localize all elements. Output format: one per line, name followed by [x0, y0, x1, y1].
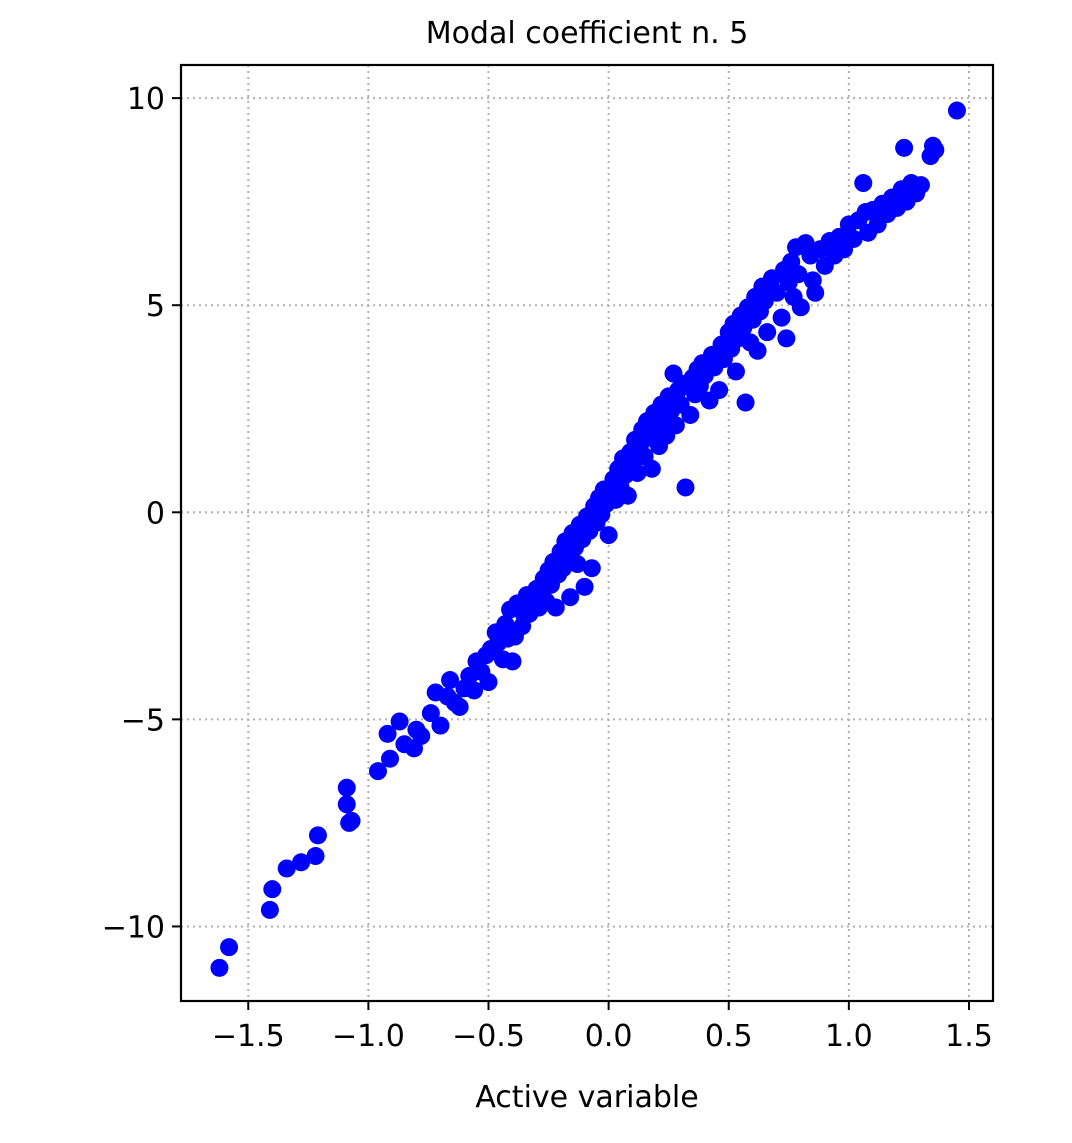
data-point: [736, 393, 755, 412]
data-point: [895, 138, 914, 157]
data-point: [546, 598, 565, 617]
x-tick-label: −1.0: [332, 1019, 405, 1054]
data-point: [911, 176, 930, 195]
data-point: [441, 671, 460, 690]
data-point: [710, 381, 729, 400]
y-tick-label: 0: [146, 496, 165, 531]
y-tick-label: 5: [146, 289, 165, 324]
data-point: [390, 712, 409, 731]
data-point: [431, 716, 450, 735]
x-tick-label: 0.0: [585, 1019, 633, 1054]
data-point: [806, 283, 825, 302]
data-point: [342, 811, 361, 830]
data-point: [628, 463, 647, 482]
data-point: [337, 778, 356, 797]
data-point: [676, 478, 695, 497]
data-point: [681, 405, 700, 424]
data-point: [368, 762, 387, 781]
data-point: [421, 704, 440, 723]
data-point: [726, 362, 745, 381]
data-points: [210, 101, 966, 977]
data-point: [277, 859, 296, 878]
axis-ticks: −1.5 −1.0 −0.5 0.0 0.5 1.0 1.5 −10 −5 0 5 10: [102, 82, 993, 1054]
data-point: [496, 615, 515, 634]
x-tick-label: −1.5: [212, 1019, 285, 1054]
data-point: [789, 265, 808, 284]
data-point: [618, 486, 637, 505]
data-point: [582, 559, 601, 578]
x-tick-label: −0.5: [452, 1019, 525, 1054]
data-point: [260, 900, 279, 919]
x-axis-label: Active variable: [475, 1080, 698, 1115]
data-point: [220, 938, 239, 957]
data-point: [642, 459, 661, 478]
data-point: [575, 577, 594, 596]
data-point: [450, 697, 469, 716]
data-point: [758, 323, 777, 342]
data-point: [767, 283, 786, 302]
data-point: [568, 555, 587, 574]
data-point: [772, 308, 791, 327]
data-point: [777, 329, 796, 348]
data-point: [378, 724, 397, 743]
data-point: [791, 298, 810, 317]
data-point: [381, 749, 400, 768]
data-point: [263, 880, 282, 899]
data-point: [599, 526, 618, 545]
data-point: [503, 652, 522, 671]
data-point: [412, 726, 431, 745]
data-point: [306, 847, 325, 866]
plot-frame: [179, 63, 995, 1003]
x-tick-label: 1.5: [945, 1019, 993, 1054]
data-point: [947, 101, 966, 120]
data-point: [465, 681, 484, 700]
x-tick-label: 1.0: [825, 1019, 873, 1054]
data-point: [854, 174, 873, 193]
data-point: [337, 795, 356, 814]
y-tick-label: 10: [127, 82, 165, 117]
data-point: [479, 673, 498, 692]
data-point: [561, 588, 580, 607]
data-point: [308, 826, 327, 845]
y-tick-label: −10: [102, 910, 165, 945]
data-point: [748, 341, 767, 360]
data-point: [666, 416, 685, 435]
data-point: [926, 140, 945, 159]
data-point: [844, 229, 863, 248]
chart-title: Modal coefficient n. 5: [426, 16, 749, 51]
data-point: [292, 853, 311, 872]
y-tick-label: −5: [121, 703, 165, 738]
x-tick-label: 0.5: [705, 1019, 753, 1054]
data-point: [210, 958, 229, 977]
